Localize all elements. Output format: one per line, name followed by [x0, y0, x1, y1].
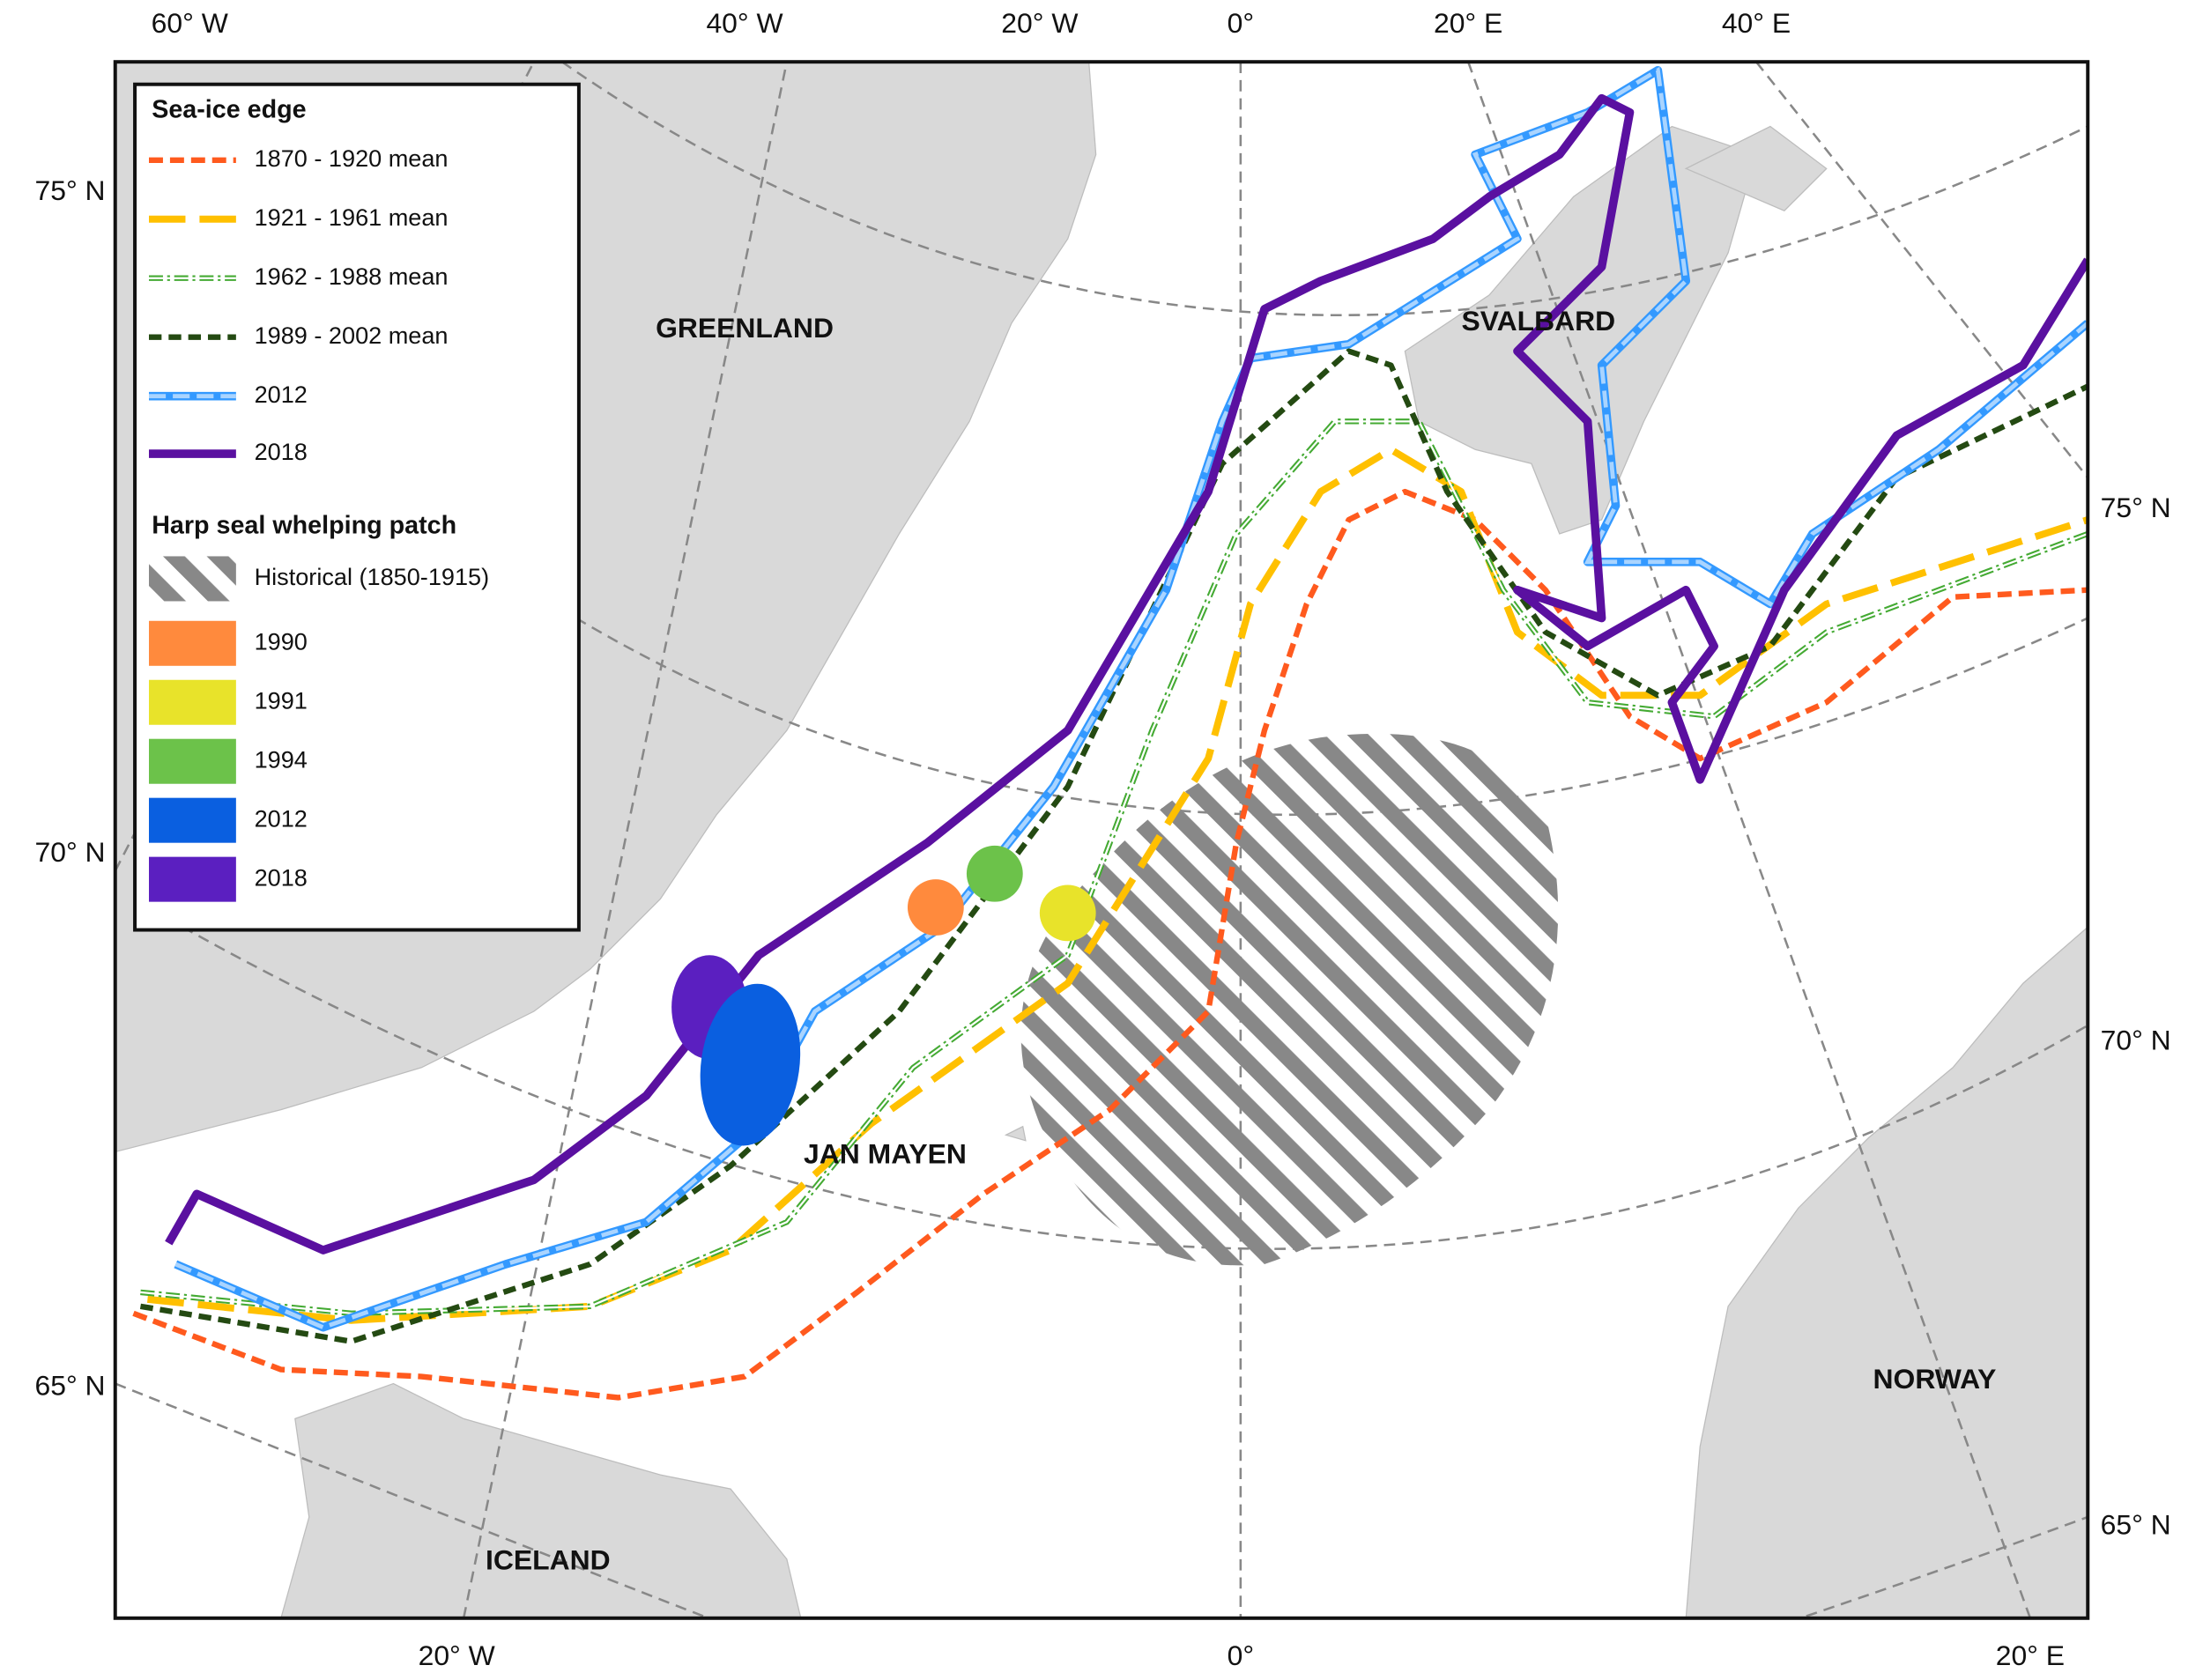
legend-label: 1962 - 1988 mean: [255, 263, 449, 290]
legend-label: 1921 - 1961 mean: [255, 204, 449, 231]
meridian: [1754, 62, 2088, 478]
patch-1994: [966, 845, 1023, 902]
graticule-label: 70° N: [35, 836, 106, 868]
parallel: [1797, 1515, 2088, 1618]
legend-label: 2018: [255, 863, 308, 891]
labels: 60° W 40° W 20° W 0° 20° E 40° E 75° N 70° N 65°…: [35, 7, 2171, 1671]
legend-label: 1991: [255, 686, 308, 714]
legend-label: 1994: [255, 745, 308, 773]
frame: [113, 60, 2090, 1620]
legend-swatch: [149, 556, 236, 602]
patch-1991: [1039, 884, 1096, 942]
meridian: [1466, 62, 2032, 1618]
meridian: [462, 62, 789, 1618]
legend-label: 1989 - 2002 mean: [255, 322, 449, 349]
place-name: NORWAY: [1873, 1363, 1997, 1395]
legend-label: 2012: [255, 381, 308, 408]
graticule-label: 70° N: [2101, 1025, 2171, 1056]
svalbard: [1404, 125, 1757, 535]
legend-label: 1870 - 1920 mean: [255, 144, 449, 172]
graticule-label: 60° W: [152, 7, 228, 39]
norway: [1685, 926, 2088, 1618]
graticule-label: 40° E: [1722, 7, 1791, 39]
parallel: [575, 617, 2088, 817]
graticule-label: 40° W: [706, 7, 783, 39]
graticule-label: 0°: [1228, 7, 1254, 39]
ice-edge: [132, 488, 2088, 1401]
legend-title: Harp seal whelping patch: [152, 512, 456, 540]
graticule-label: 20° E: [1434, 7, 1502, 39]
place-name: GREENLAND: [656, 312, 834, 344]
legend-swatch: [149, 856, 236, 902]
parallel: [561, 62, 2088, 316]
legend-label: Historical (1850-1915): [255, 563, 490, 590]
legend-label: 2012: [255, 804, 308, 832]
legend-title: Sea-ice edge: [152, 96, 306, 124]
patch-1990: [907, 879, 964, 936]
legend-swatch: [149, 797, 236, 843]
graticule-label: 75° N: [35, 174, 106, 206]
legend-label: 2018: [255, 438, 308, 465]
legend-box: [133, 82, 581, 932]
jan-mayen: [1004, 1125, 1027, 1142]
graticule-label: 0°: [1228, 1639, 1254, 1671]
graticule-label: 20° W: [419, 1639, 495, 1671]
whelping-patches: [671, 845, 1096, 1146]
place-name: SVALBARD: [1461, 305, 1615, 337]
place-name: JAN MAYEN: [804, 1138, 967, 1170]
ice-edge: [139, 348, 2088, 1344]
legend-label: 1990: [255, 627, 308, 655]
place-name: ICELAND: [486, 1543, 611, 1575]
graticule-label: 65° N: [2101, 1509, 2171, 1541]
parallel: [115, 1382, 712, 1618]
graticule-label: 65° N: [35, 1370, 106, 1402]
iceland: [280, 1382, 802, 1618]
legend-swatch: [149, 738, 236, 784]
graticule-label: 20° W: [1001, 7, 1078, 39]
legend-swatch: [149, 679, 236, 725]
graticule-label: 20° E: [1996, 1639, 2065, 1671]
graticule-label: 75° N: [2101, 492, 2171, 523]
legend-swatch: [149, 620, 236, 666]
historical-patch: [1020, 733, 1559, 1266]
svalbard-east: [1684, 125, 1828, 211]
graticule: [115, 62, 2088, 1618]
patch-2012: [700, 983, 801, 1146]
